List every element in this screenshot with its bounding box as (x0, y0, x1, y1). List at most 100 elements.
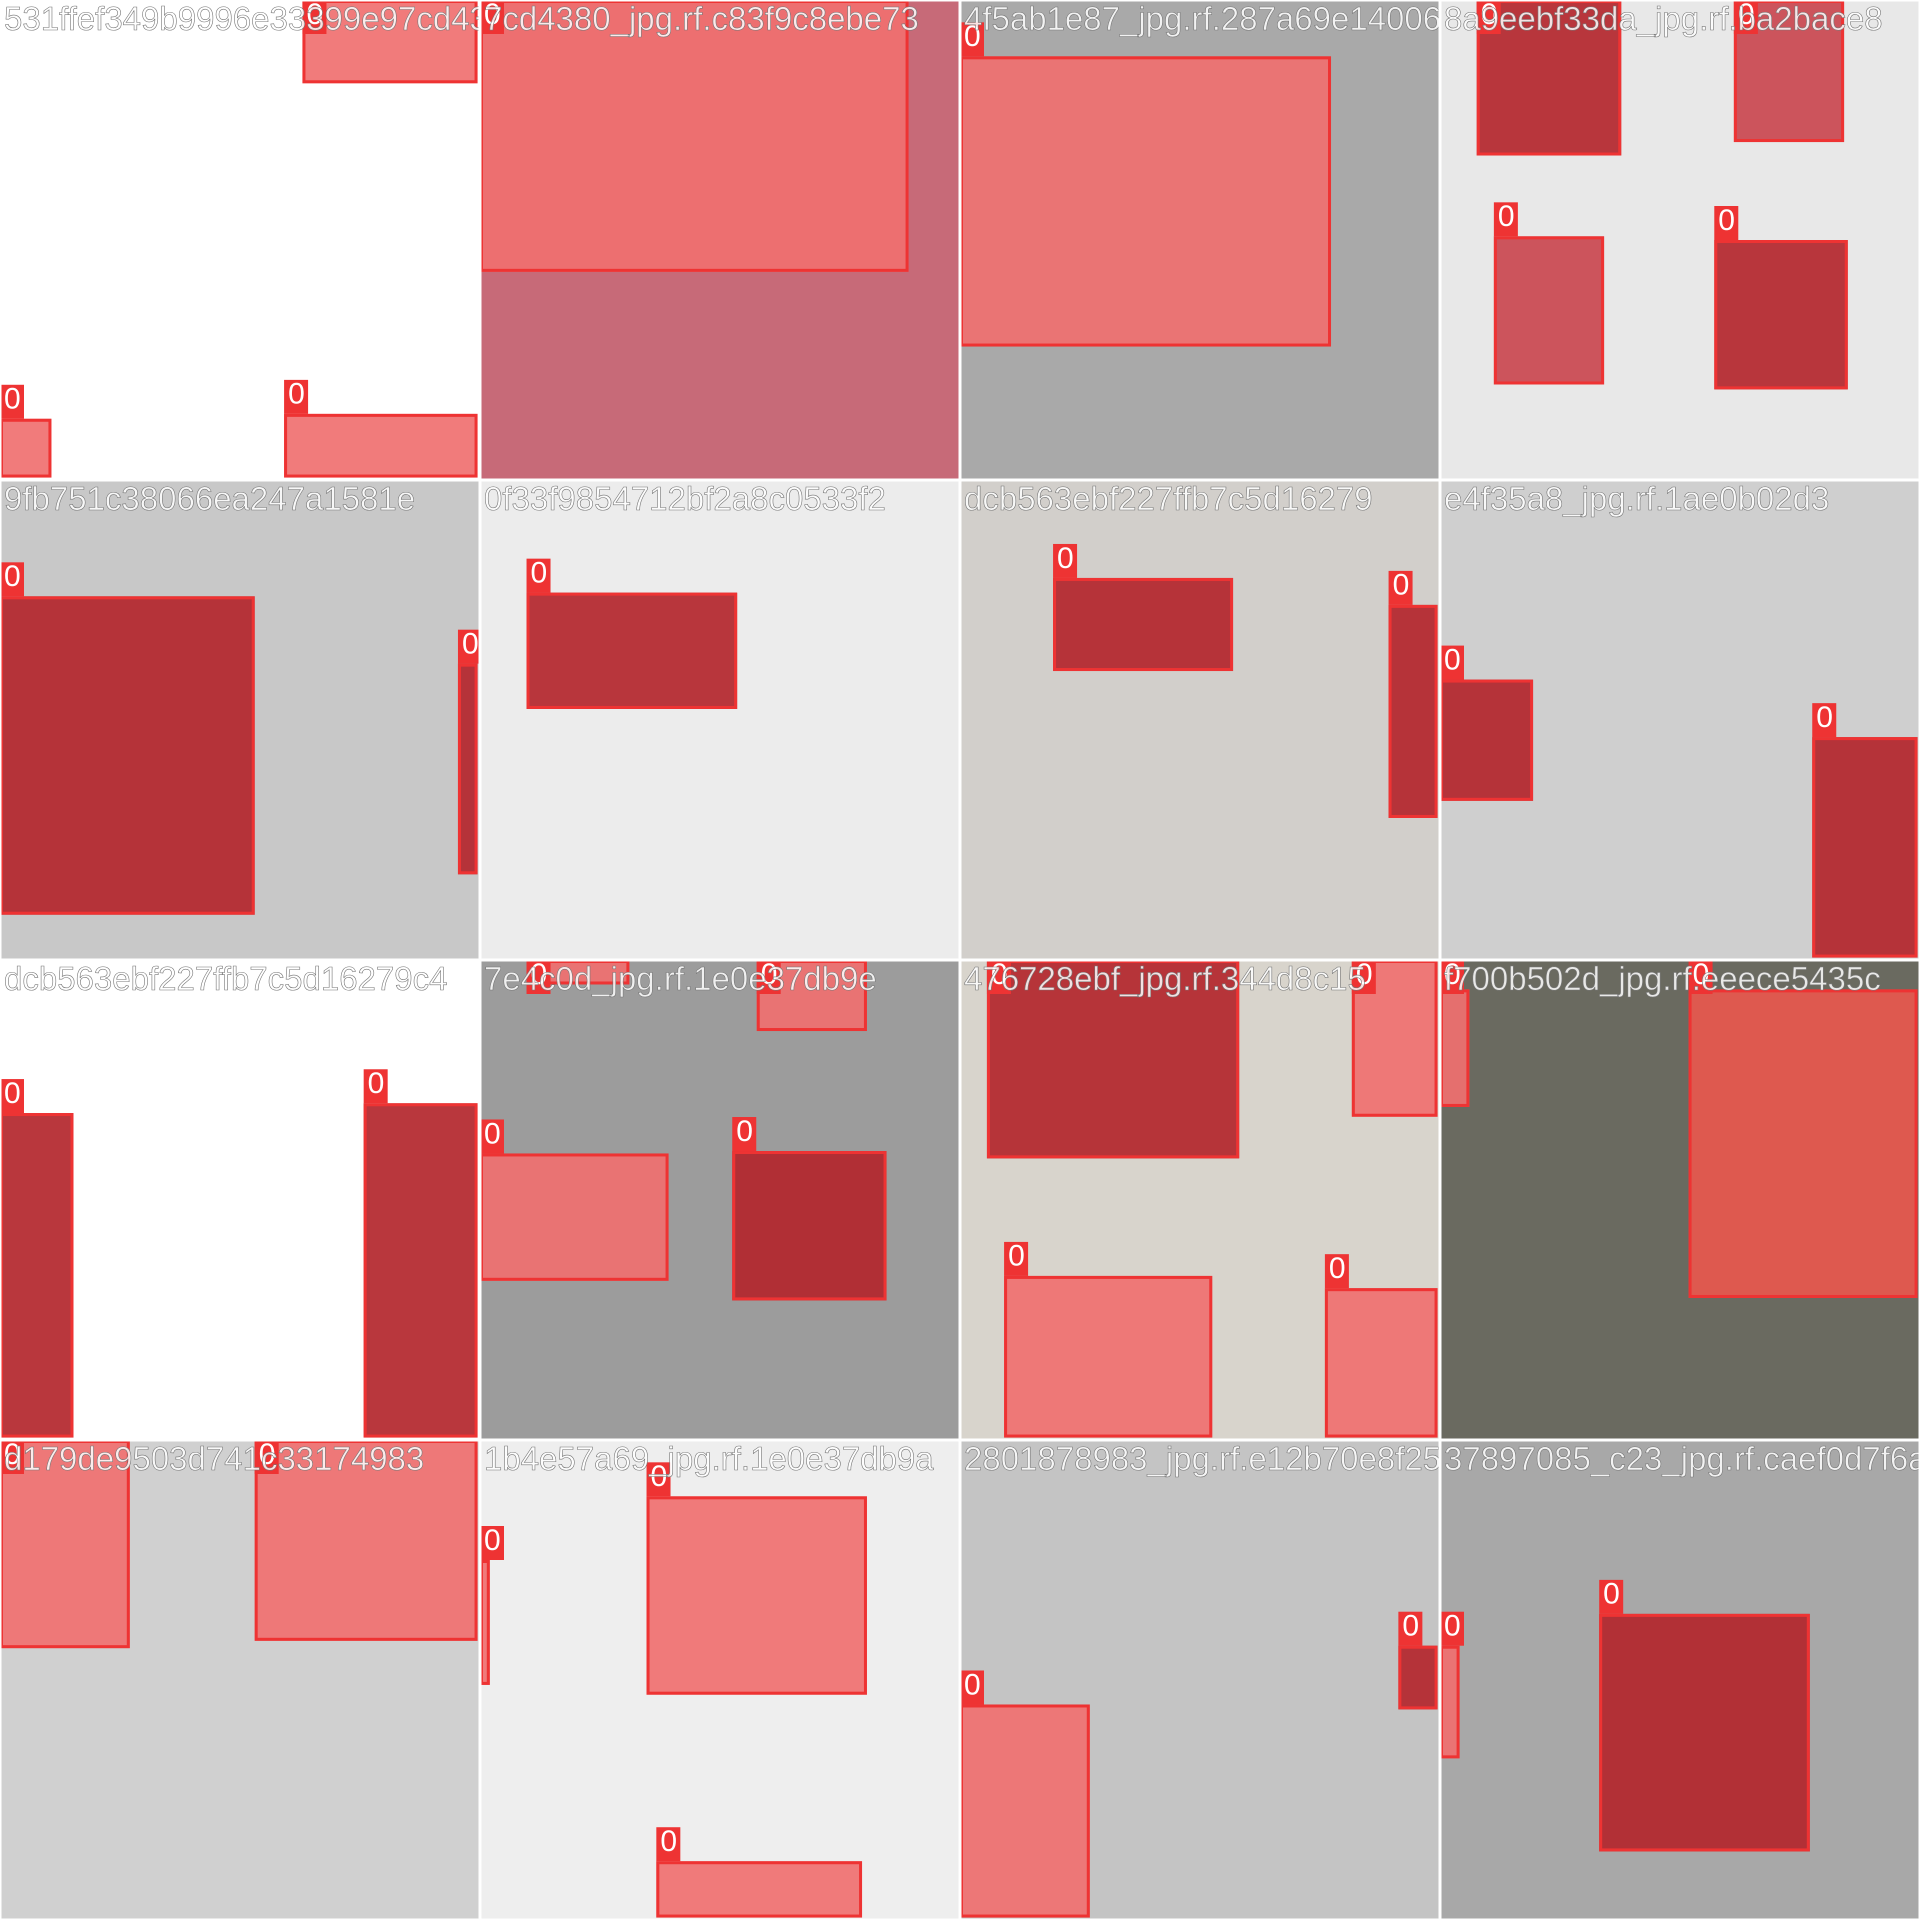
segmentation-mask (0, 1440, 130, 1649)
segmentation-mask (457, 663, 478, 875)
tile-image (960, 480, 1440, 960)
class-label-bg (0, 1079, 24, 1114)
class-label: 0 (1498, 200, 1515, 233)
class-label-bg (0, 562, 24, 597)
class-label: 0 (991, 958, 1008, 991)
tile: 0 0 e4f35a8_jpg.rf.1ae0b02d3 (1438, 478, 1920, 962)
tile: 00 0531ffef349b9996e33399e97cd4380_jpg.rf… (0, 0, 833, 482)
class-label: 0 (368, 1067, 385, 1100)
class-label: 0 (1481, 0, 1498, 31)
segmentation-mask (732, 1151, 887, 1301)
class-label-bg (526, 960, 551, 994)
class-label-bg (960, 1670, 984, 1705)
class-label-bg (1493, 202, 1518, 237)
class-label: 0 (761, 958, 778, 991)
segmentation-mask (1398, 1645, 1438, 1710)
class-label: 0 (1816, 701, 1833, 734)
class-label: 0 (4, 1438, 21, 1471)
class-label: 0 (1738, 0, 1755, 31)
segmentation-mask (960, 56, 1332, 347)
segmentation-mask (1053, 577, 1234, 672)
class-label-bg (284, 379, 309, 414)
class-label-bg (656, 1827, 681, 1862)
class-label: 0 (964, 20, 981, 53)
segmentation-mask (480, 1153, 669, 1281)
class-label-bg (1599, 1579, 1624, 1614)
tile-filename: 37897085_c23_jpg.rf.caef0d7f6a61 (1444, 1440, 1920, 1477)
segmentation-mask (526, 592, 738, 709)
class-label-bg (457, 629, 482, 664)
class-label-bg (302, 0, 327, 34)
segmentation-mask (480, 1560, 490, 1685)
tile-filename: dcb563ebf227ffb7c5d16279 (964, 480, 1373, 517)
segmentation-mask (1440, 989, 1470, 1107)
bounding-box (457, 663, 478, 875)
segmentation-mask (960, 1704, 1090, 1918)
segmentation-mask (254, 1440, 478, 1641)
bounding-box (1493, 236, 1605, 385)
tile: 0 0f33f9854712bf2a8c0533f2 (478, 478, 962, 962)
class-label: 0 (484, 1524, 501, 1557)
tile-filename: 2801878983_jpg.rf.e12b70e8f25 (964, 1440, 1441, 1477)
bounding-box (1388, 604, 1438, 818)
class-label-bg (1440, 1611, 1464, 1646)
segmentation-mask (1688, 989, 1918, 1298)
class-label-bg (1398, 1611, 1423, 1646)
segmentation-mask (986, 960, 1240, 1159)
class-label: 0 (306, 0, 323, 31)
segmentation-mask (1599, 1613, 1810, 1852)
segmentation-mask (0, 1113, 74, 1438)
tile: 0 0 37897085_c23_jpg.rf.caef0d7f6a61 (1438, 1438, 1920, 1920)
bounding-box (1324, 1288, 1438, 1438)
segmentation-mask (480, 0, 909, 272)
segmentation-mask (1440, 1645, 1460, 1759)
bounding-box (1004, 1275, 1213, 1438)
tile-filename: f700b502d_jpg.rf.eeece5435c (1444, 960, 1881, 997)
class-label-bg (646, 1462, 671, 1497)
segmentation-mask (0, 418, 52, 478)
class-label-bg (756, 960, 781, 994)
class-label: 0 (1402, 1610, 1419, 1643)
class-label-bg (1440, 960, 1464, 994)
segmentation-mask (1440, 679, 1534, 801)
segmentation-mask (1388, 604, 1438, 818)
bounding-box (284, 413, 478, 478)
class-label: 0 (660, 1825, 677, 1858)
class-label: 0 (1603, 1578, 1620, 1611)
class-label-bg (960, 22, 984, 57)
class-label: 0 (651, 1460, 668, 1493)
class-label: 0 (531, 958, 548, 991)
class-label: 0 (4, 1077, 21, 1110)
tile-image (480, 480, 960, 960)
class-label: 0 (531, 556, 548, 589)
class-label: 0 (1057, 542, 1074, 575)
class-label: 0 (1718, 204, 1735, 237)
class-label-bg (254, 1440, 279, 1474)
class-label-bg (363, 1069, 388, 1104)
class-label-bg (1688, 960, 1713, 994)
tile-filename: 476728ebf_jpg.rf.344d8c15 (964, 960, 1366, 997)
tile-filename: e4f35a8_jpg.rf.1ae0b02d3 (1444, 480, 1829, 517)
bounding-box (1688, 989, 1918, 1298)
tile: 0 0 9fb751c38066ea247a1581e (0, 478, 482, 962)
tile-border (1438, 1438, 1920, 1920)
class-label: 0 (736, 1115, 753, 1148)
bounding-box (732, 1151, 887, 1301)
tile-filename: 1b4e57a69_jpg.rf.1e0e37db9a (484, 1440, 934, 1477)
tile-filename: 0f33f9854712bf2a8c0533f2 (484, 480, 886, 517)
segmentation-mask (656, 1861, 863, 1918)
segmentation-mask (646, 1496, 867, 1695)
class-label: 0 (1393, 569, 1410, 602)
class-label-bg (1351, 960, 1376, 994)
tile: 0 0 2801878983_jpg.rf.e12b70e8f25 (958, 1438, 1442, 1920)
class-label: 0 (484, 1117, 501, 1150)
segmentation-mask (1493, 236, 1605, 385)
